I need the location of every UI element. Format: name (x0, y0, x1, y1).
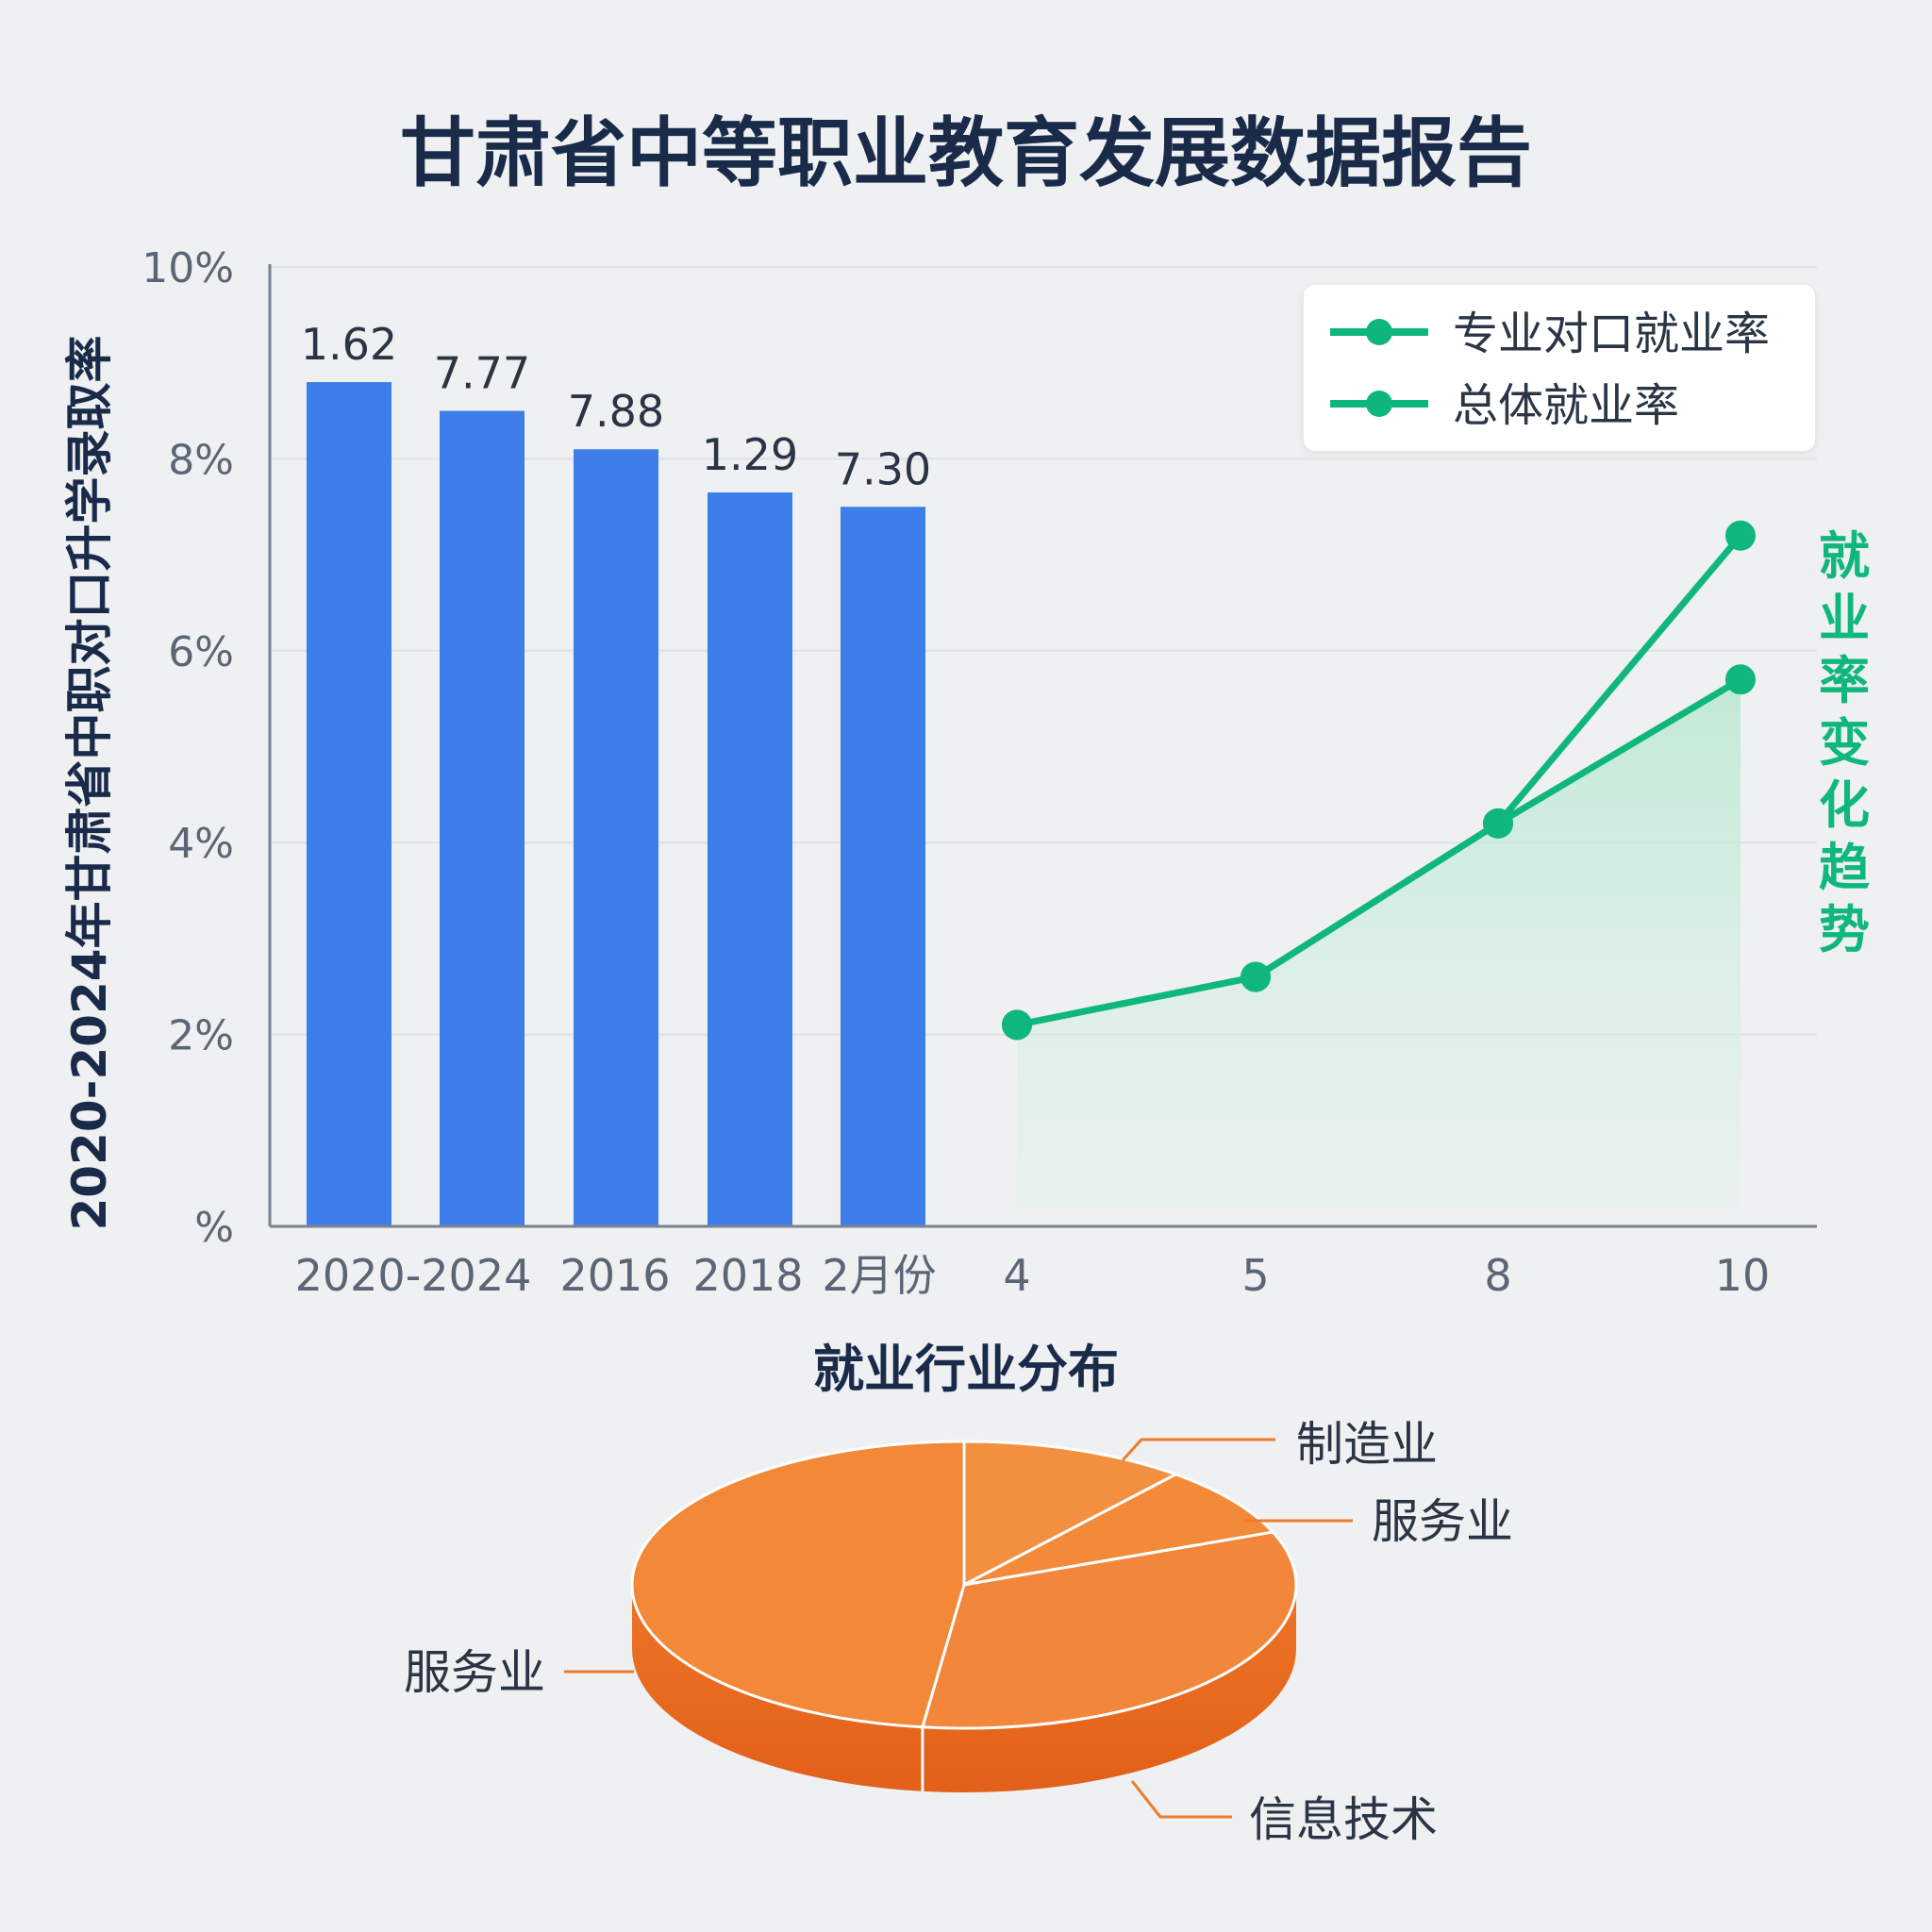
pie-label-it: 信息技术 (1249, 1792, 1438, 1847)
report-title: 甘肃省中等职业教育发展数据报告 (400, 109, 1532, 197)
x-tick-label: 2月份 (822, 1250, 936, 1301)
bar-series: 1.62 7.77 7.88 1.29 7.30 (301, 319, 931, 1227)
line-point (1483, 808, 1513, 839)
pie-label-manufacturing: 制造业 (1296, 1417, 1438, 1472)
y-tick-label: 2% (168, 1012, 234, 1060)
x-tick-label: 8 (1484, 1250, 1511, 1301)
pie-label-services-right: 服务业 (1372, 1494, 1513, 1549)
area-fill (1017, 679, 1740, 1208)
x-tick-label: 10 (1715, 1250, 1771, 1301)
bar-data-label: 1.62 (301, 319, 397, 370)
line-point (1002, 1009, 1032, 1041)
pie-slice (921, 1530, 1298, 1730)
x-tick-label: 2018 (692, 1250, 803, 1301)
legend-marker-1 (1366, 319, 1392, 345)
pie-leaders (564, 1438, 1353, 1819)
pie-slice (962, 1440, 1177, 1587)
pie-title: 就业行业分布 (813, 1340, 1119, 1399)
bar (307, 382, 391, 1226)
legend-marker-2 (1366, 391, 1392, 417)
line-series-overall (1016, 676, 1742, 1028)
right-axis-label: 就业率变化趋势 (1819, 526, 1870, 959)
y-tick-label: 8% (168, 436, 234, 484)
line-point (1725, 520, 1756, 551)
bar-data-label: 7.30 (835, 443, 931, 494)
pie-chart (630, 1440, 1298, 1792)
y-axis-label: 2020-2024年甘肃省中职对口升学录取率 (62, 335, 117, 1230)
line-point (1725, 664, 1756, 695)
x-tick-label: 4 (1003, 1250, 1030, 1301)
leader-manufacturing (1121, 1438, 1275, 1462)
pie-side (632, 1585, 1296, 1792)
line-point (1241, 961, 1271, 992)
x-axis-ticks: 2020-2024 2016 2018 2月份 4 5 8 10 (295, 1250, 1771, 1301)
line-area (1017, 679, 1740, 1208)
bar-data-label: 1.29 (702, 429, 798, 480)
pie-label-services-left: 服务业 (404, 1645, 545, 1700)
y-tick-label: % (194, 1204, 234, 1252)
bar (440, 410, 525, 1226)
bar (708, 491, 792, 1226)
line-chart-label: 就业率变化趋势 (1819, 526, 1870, 959)
y-tick-label: 10% (142, 244, 234, 292)
leader-it (1130, 1780, 1232, 1819)
x-tick-label: 2016 (559, 1250, 670, 1301)
legend: 专业对口就业率 总体就业率 (1304, 285, 1815, 451)
legend-label-2: 总体就业率 (1453, 379, 1679, 432)
pie-slice (962, 1473, 1274, 1587)
x-tick-label: 2020-2024 (295, 1250, 532, 1301)
legend-label-1: 专业对口就业率 (1453, 308, 1770, 360)
y-axis-ticks: % 2% 4% 6% 8% 10% (142, 244, 234, 1252)
legend-box (1304, 285, 1815, 451)
y-tick-label: 4% (168, 820, 234, 868)
bar-data-label: 7.88 (568, 386, 664, 437)
x-tick-label: 5 (1241, 1250, 1269, 1301)
y-tick-label: 6% (168, 628, 234, 676)
bar (841, 507, 925, 1226)
line-series (1002, 520, 1756, 1041)
bar-data-label: 7.77 (434, 348, 530, 399)
pie-slice (630, 1440, 966, 1729)
bar (574, 449, 658, 1227)
